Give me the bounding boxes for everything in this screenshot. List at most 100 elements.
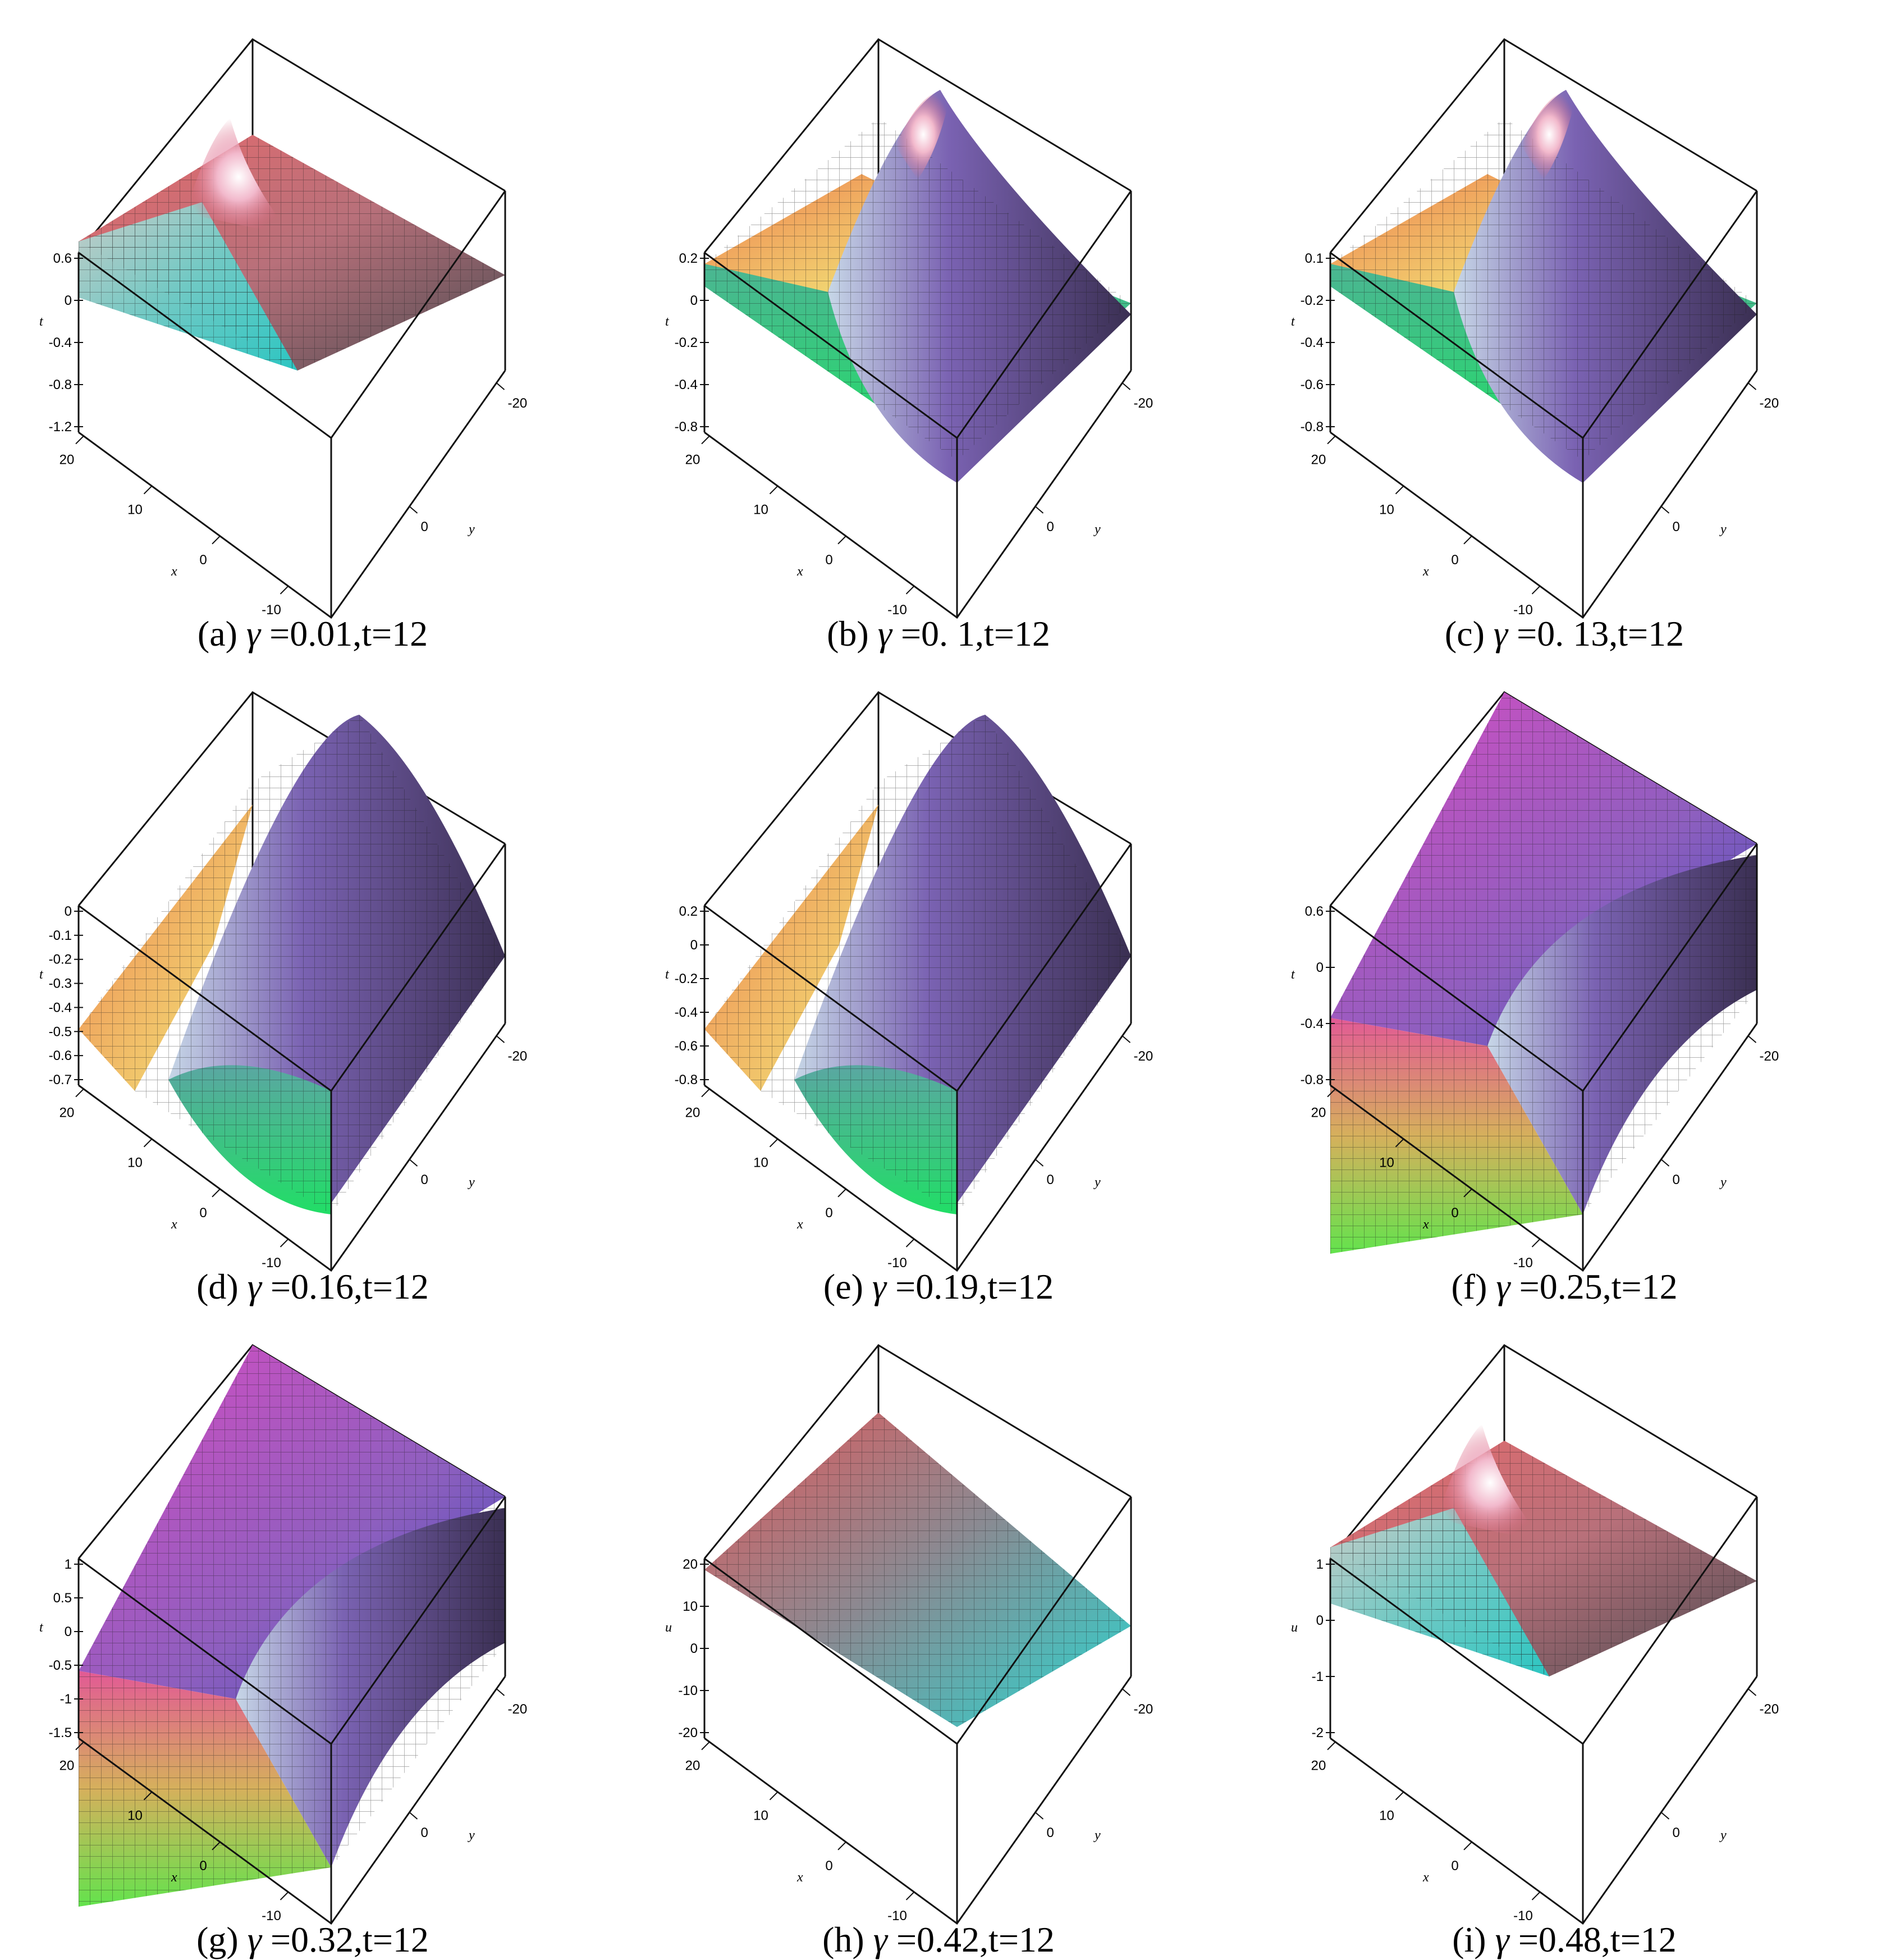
z-axis-label: u [665,1620,672,1635]
gamma-symbol: γ [1494,614,1509,654]
x-tick-label: -10 [262,602,281,618]
z-axis-label: t [39,314,44,329]
x-axis-label: x [171,1870,177,1885]
panel-b: 0.2 0 -0.2 -0.4 -0.8 t 20 10 0 -10 x -20 0 y (b) γ =0.… [665,38,1153,654]
x-tick [1327,435,1336,445]
z-tick-label: -1 [60,1692,72,1707]
x-tick [1463,1842,1472,1851]
x-tick [701,1741,710,1751]
x-tick-label: 20 [1311,1758,1326,1774]
x-tick-label: 20 [685,453,701,468]
x-tick [75,1741,84,1751]
z-tick-label: 0 [1316,1613,1324,1628]
y-tick [1747,382,1757,390]
caption-label: (h) [822,1920,864,1959]
x-tick [280,586,289,595]
x-tick-label: 0 [1451,1858,1458,1874]
plot-box-front [1329,843,1758,1272]
z-tick-label: -1.2 [49,419,72,435]
panel-caption: (b) γ =0. 1,t=12 [827,614,1050,654]
x-tick-label: -10 [887,1255,907,1271]
x-tick-label: 20 [1311,1105,1326,1121]
z-tick-label: -0.2 [675,335,698,350]
x-tick-label: 10 [753,1808,768,1824]
caption-label: (d) [196,1267,239,1306]
x-tick [769,1791,779,1801]
surface-plot [79,1345,505,1907]
panel-caption: (h) γ =0.42,t=12 [822,1920,1055,1959]
y-tick-label: -20 [1134,1049,1153,1064]
x-tick [1463,1189,1472,1198]
x-tick [143,1791,153,1801]
y-tick [1121,382,1131,390]
caption-label: (f) [1451,1267,1487,1306]
x-tick-label: -10 [887,1908,907,1924]
caption-equals: = [1510,1267,1540,1306]
x-tick-label: -10 [1513,602,1533,618]
x-tick [212,1842,221,1851]
caption-param: 0. 13 [1537,614,1609,654]
y-tick [1660,1812,1670,1820]
x-tick [1395,485,1404,495]
x-tick-label: -10 [887,602,907,618]
y-tick-label: -20 [508,1049,528,1064]
x-tick [212,536,221,545]
y-axis-label: y [1093,1175,1101,1190]
x-tick-label: 10 [127,1808,143,1824]
x-tick [905,1892,915,1900]
surface-plot [1330,1424,1757,1676]
x-tick [1327,1088,1336,1098]
z-tick-label: -0.4 [675,377,698,392]
y-tick [409,1159,418,1167]
y-axis-label: y [1719,522,1727,537]
plot-box-front [77,843,506,1272]
caption-time: t=12 [1612,1267,1678,1306]
x-tick-label: 0 [825,1858,832,1874]
z-axis-label: t [1291,314,1295,329]
x-tick-label: 20 [685,1105,701,1121]
x-tick [1531,1892,1541,1900]
y-tick [1034,1159,1044,1167]
x-tick-label: 10 [1379,502,1394,518]
z-tick-label: 20 [683,1557,698,1572]
y-tick-label: 0 [421,1825,428,1840]
x-axis-label: x [171,1217,177,1232]
y-tick [496,382,505,390]
caption-label: (e) [823,1267,863,1306]
panel-g: 1 0.5 0 -0.5 -1 -1.5 t 20 10 0 -10 x -20 0 y (g) γ =0.3… [39,1344,527,1959]
caption-equals: = [892,614,921,654]
z-tick-label: -0.8 [675,1072,698,1088]
x-tick [75,435,84,445]
surface-plot [79,715,505,1214]
y-tick [1121,1035,1131,1043]
y-tick [496,1688,505,1696]
z-tick-label: 0 [65,904,72,919]
y-tick [409,506,418,514]
y-tick-label: 0 [1047,1825,1054,1840]
caption-param: 0. 1 [921,614,975,654]
y-tick [1660,1159,1670,1167]
z-axis-label: t [39,967,44,982]
plot-box-front [1329,190,1758,619]
y-tick [1121,1688,1131,1696]
caption-param: 0.19 [915,1267,978,1306]
gamma-symbol: γ [872,1267,887,1306]
x-axis-label: x [1422,1217,1429,1232]
z-tick-label: -10 [678,1683,698,1698]
z-tick-label: 10 [683,1599,698,1614]
surface-plot [704,1413,1131,1727]
x-tick-label: -10 [262,1255,281,1271]
x-tick [1531,586,1541,595]
x-tick [769,1138,779,1148]
caption-equals: = [886,1267,915,1306]
surface-plot [704,89,1131,483]
gamma-symbol: γ [878,614,893,654]
x-tick-label: 10 [753,502,768,518]
x-tick-label: 0 [1451,1205,1458,1221]
z-tick-label: 0 [1316,960,1324,975]
caption-equals: = [262,1920,291,1959]
z-tick-label: -0.5 [49,1658,72,1673]
x-tick-label: 10 [1379,1155,1394,1171]
